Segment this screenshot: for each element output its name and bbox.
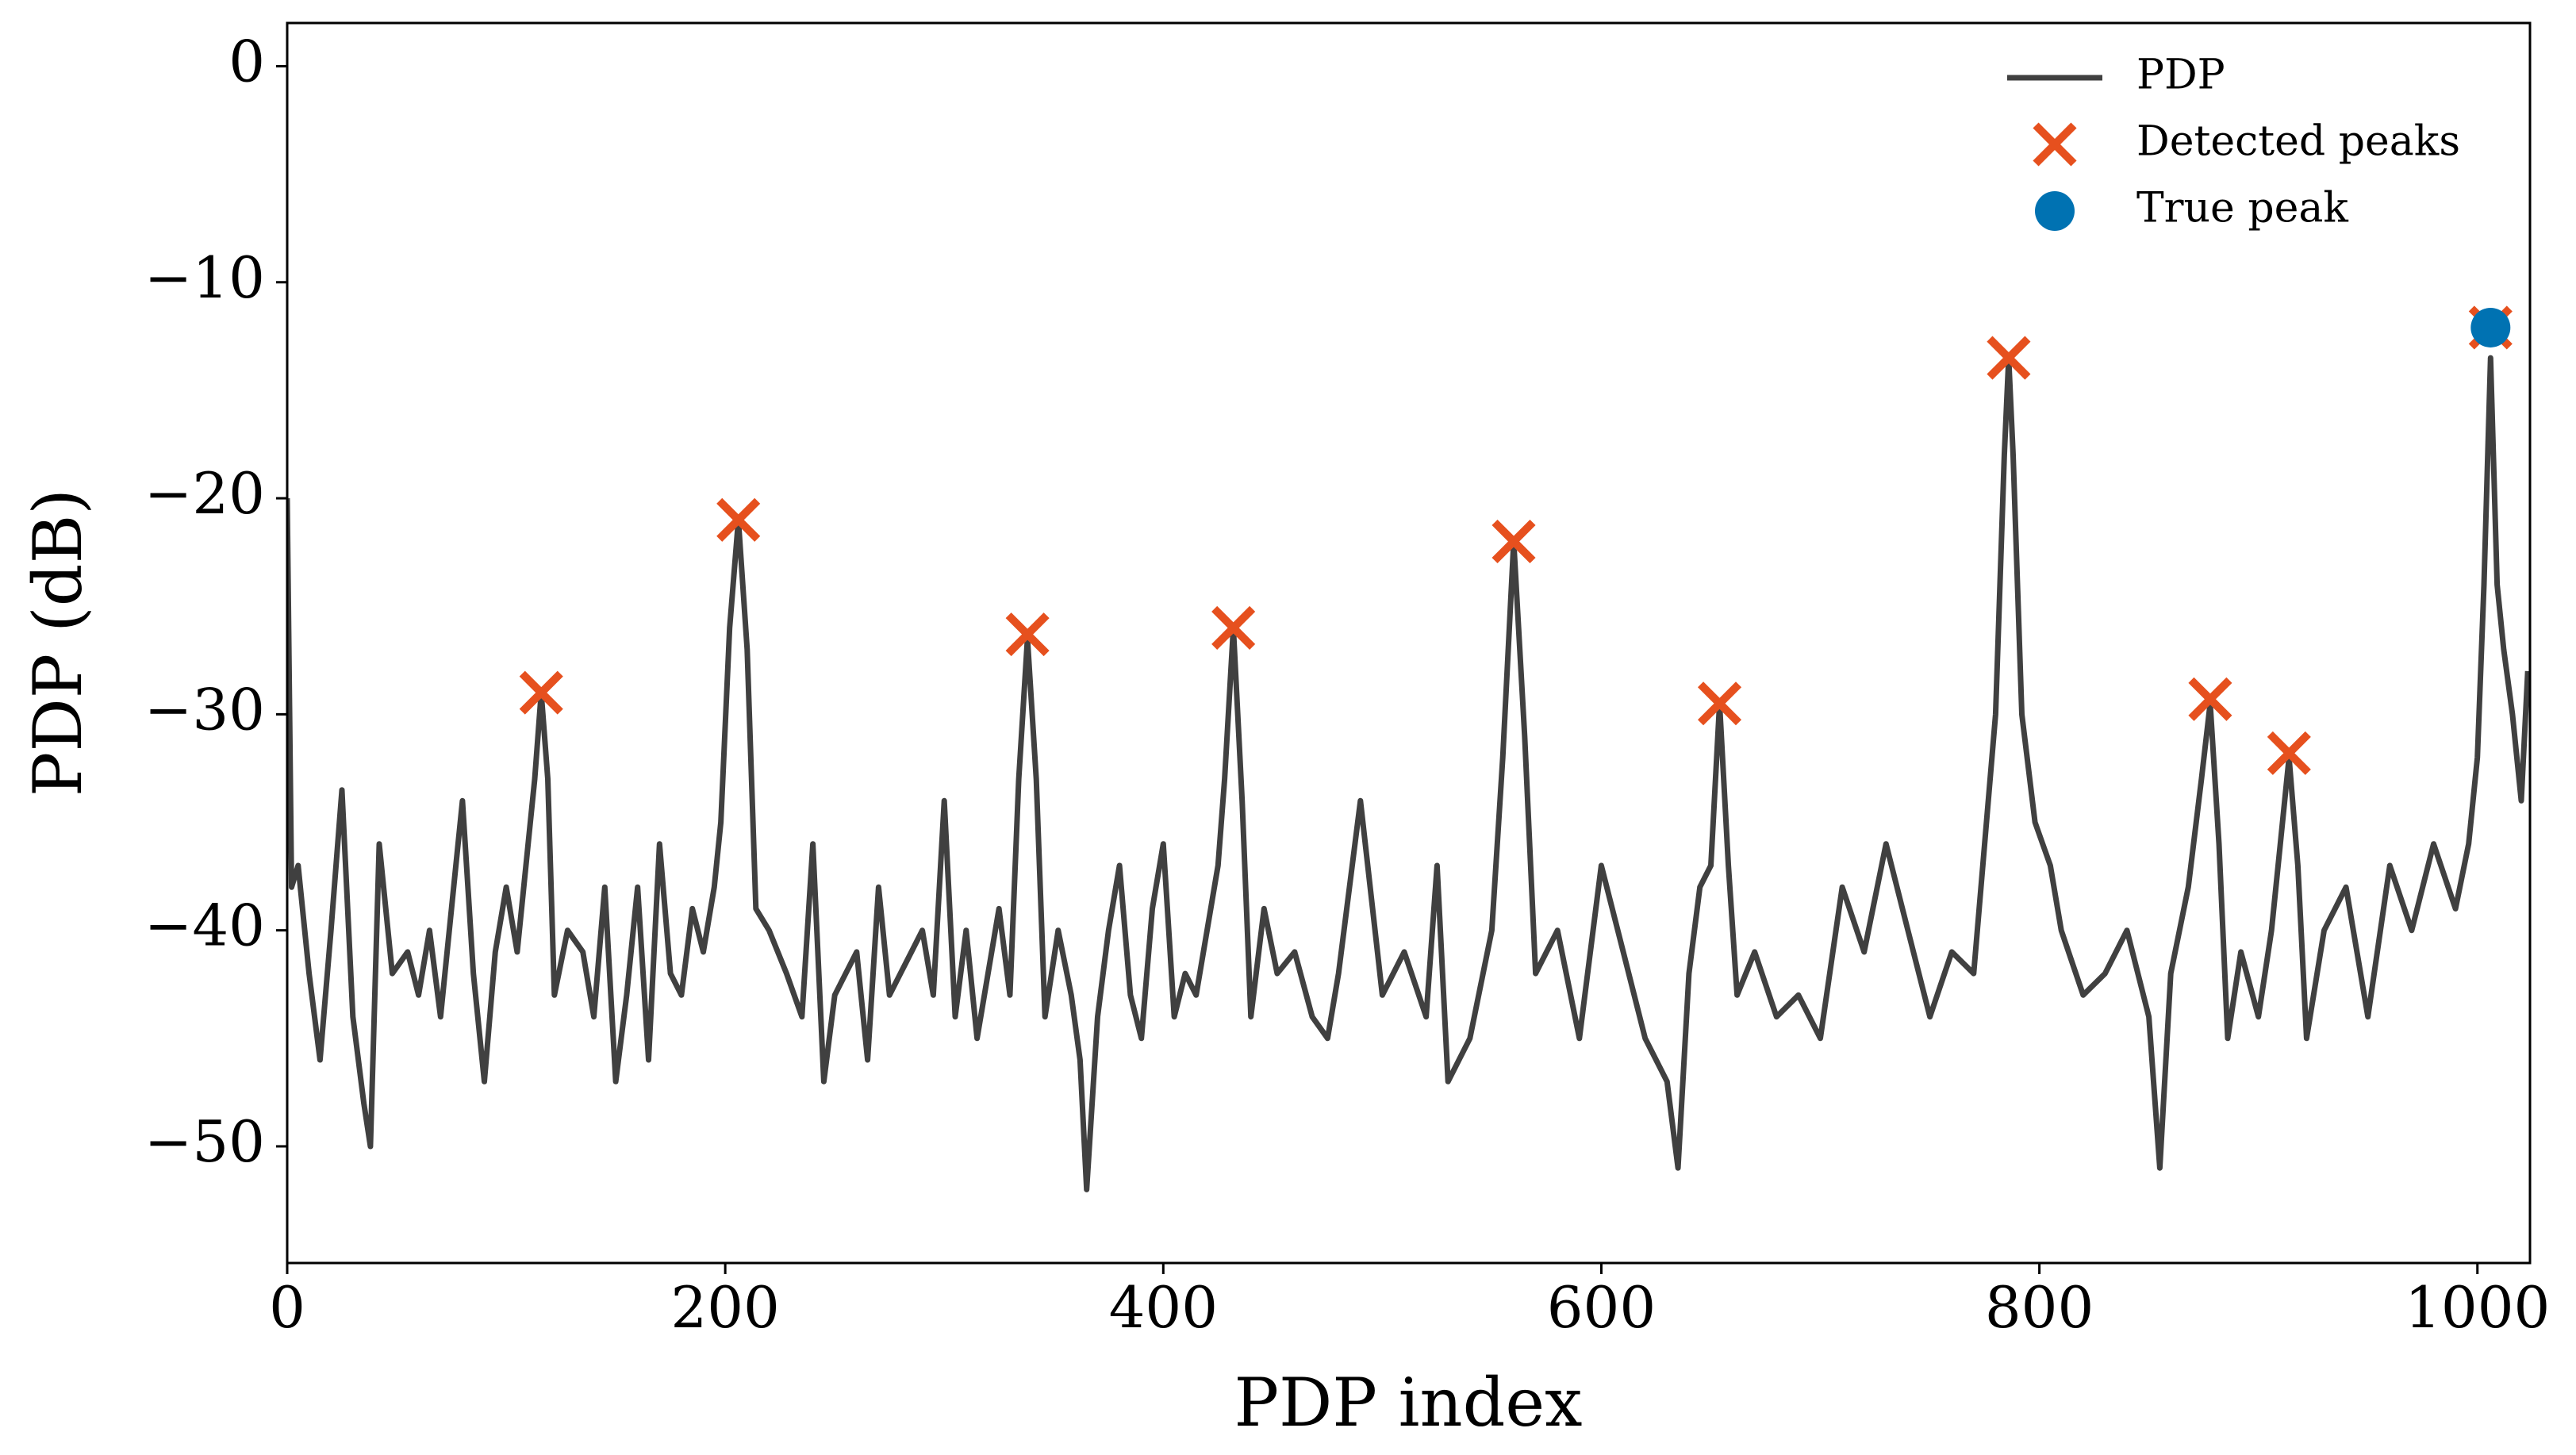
peak-marker [2188, 677, 2232, 721]
x-tick-label: 600 [1547, 1274, 1656, 1341]
legend-label: True peak [2136, 185, 2348, 232]
y-axis-label: PDP (dB) [19, 489, 97, 797]
peak-marker [1987, 336, 2031, 380]
y-tick-label: −10 [144, 244, 265, 311]
x-axis-label: PDP index [1234, 1364, 1583, 1442]
peak-marker [2267, 731, 2311, 775]
x-tick-label: 0 [269, 1274, 305, 1341]
plot-frame [286, 21, 2532, 1265]
peak-marker [1697, 681, 1742, 726]
legend-label: PDP [2136, 52, 2225, 99]
peak-marker [1211, 605, 1256, 650]
true-peak-marker [2470, 307, 2511, 347]
y-tick-label: −40 [144, 893, 265, 959]
legend-swatch [2033, 122, 2077, 167]
peak-marker [716, 497, 761, 542]
legend-swatch [2035, 191, 2075, 231]
pdp-line [287, 355, 2530, 1192]
peak-marker [1491, 519, 1536, 564]
x-tick-label: 800 [1985, 1274, 2094, 1341]
x-tick-label: 400 [1109, 1274, 1218, 1341]
y-tick-label: −20 [144, 460, 265, 527]
y-tick-label: −30 [144, 676, 265, 743]
x-tick-label: 1000 [2405, 1274, 2550, 1341]
peak-marker [519, 670, 563, 715]
peak-marker [1005, 612, 1050, 657]
y-tick-label: 0 [228, 28, 265, 94]
y-tick-label: −50 [144, 1108, 265, 1175]
x-tick-label: 200 [670, 1274, 779, 1341]
legend-label: Detected peaks [2136, 118, 2460, 166]
